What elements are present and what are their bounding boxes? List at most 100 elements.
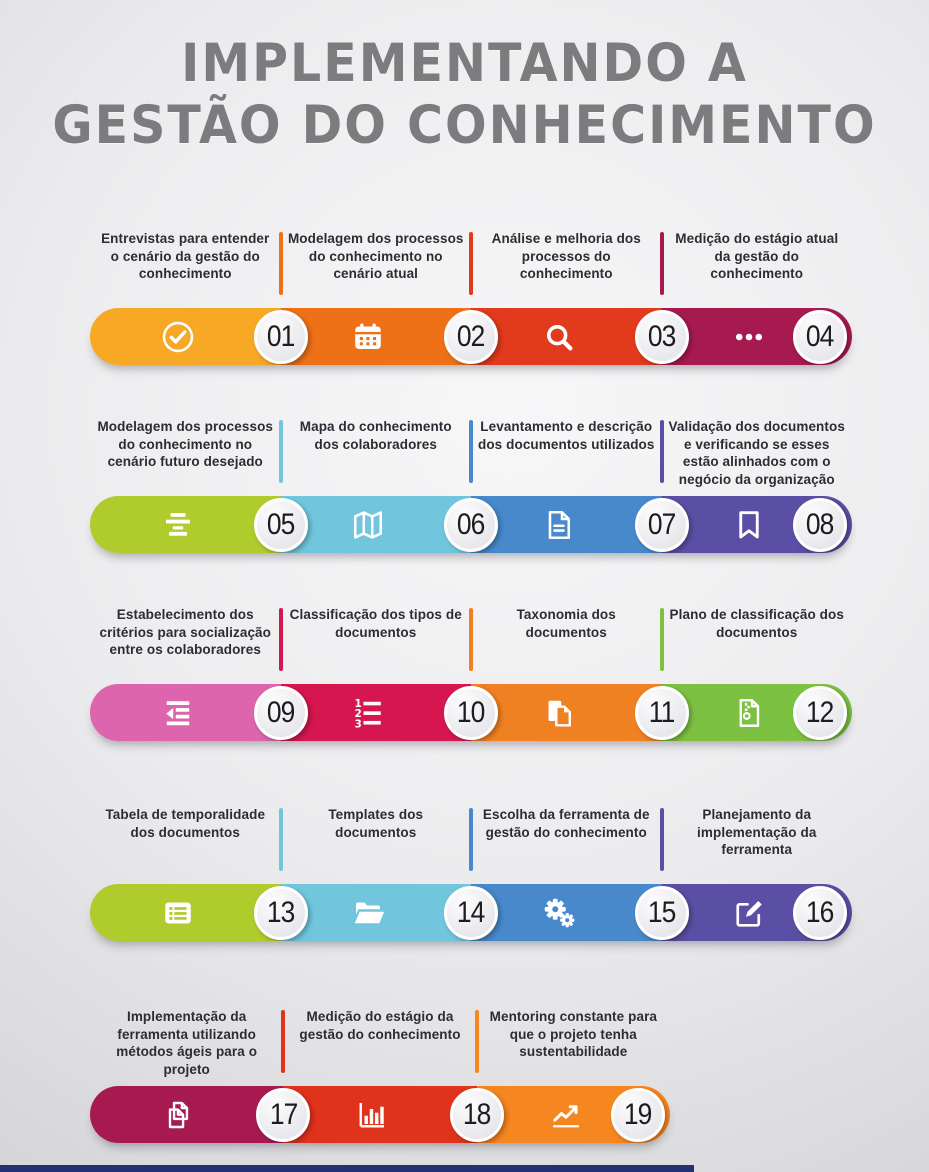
copy-filled-icon [541, 695, 577, 731]
label-divider [278, 608, 283, 671]
step-label-08: Validação dos documentos e verificando s… [668, 419, 845, 487]
line-chart-icon [548, 1097, 584, 1133]
step-label-19: Mentoring constante para que o projeto t… [489, 1009, 658, 1060]
step-number-circle-03: 03 [634, 309, 689, 364]
step-label-15: Escolha da ferramenta de gestão do conhe… [482, 807, 650, 840]
outdent-icon [160, 695, 196, 731]
timeline-bar: 17 18 19 [90, 1086, 670, 1143]
step-label-cell: Entrevistas para entender o cenário da g… [90, 230, 281, 283]
label-divider [469, 420, 473, 483]
step-number-circle-14: 14 [444, 885, 498, 940]
map-icon [350, 507, 386, 543]
step-segment-06: 06 [280, 496, 498, 553]
label-divider [281, 1010, 286, 1073]
file-zip-icon [731, 695, 767, 731]
step-label-cell: Escolha da ferramenta de gestão do conhe… [471, 806, 662, 842]
timeline-bar: 13 14 15 16 [90, 884, 852, 941]
step-number-circle-11: 11 [634, 685, 689, 740]
step-number-14: 14 [457, 895, 486, 929]
label-divider [278, 232, 283, 295]
timeline-bar: 01 02 03 04 [90, 308, 852, 365]
step-label-04: Medição do estágio atual da gestão do co… [675, 231, 839, 282]
bar-chart-icon [354, 1097, 390, 1133]
step-segment-16: 16 [661, 884, 852, 941]
timeline-row-5: Implementação da ferramenta utilizando m… [90, 1008, 670, 1143]
step-label-cell: Validação dos documentos e verificando s… [662, 418, 853, 489]
step-label-cell: Taxonomia dos documentos [471, 606, 662, 642]
step-number-circle-06: 06 [444, 497, 498, 552]
step-number-18: 18 [462, 1097, 492, 1131]
step-label-03: Análise e melhoria dos processos do conh… [491, 231, 641, 282]
row-labels: Entrevistas para entender o cenário da g… [90, 230, 852, 302]
step-label-cell: Medição do estágio da gestão do conhecim… [283, 1008, 476, 1044]
step-number-08: 08 [806, 507, 835, 541]
step-number-16: 16 [806, 895, 835, 929]
step-label-cell: Planejamento da implementação da ferrame… [662, 806, 853, 859]
svg-text:1: 1 [355, 698, 362, 710]
step-number-11: 11 [648, 695, 676, 729]
step-number-13: 13 [266, 895, 296, 929]
label-divider [659, 232, 664, 295]
row-labels: Modelagem dos processos do conhecimento … [90, 418, 852, 490]
step-label-06: Mapa do conhecimento dos colaboradores [299, 419, 452, 452]
step-label-09: Estabelecimento dos critérios para socia… [99, 607, 272, 658]
step-label-14: Templates dos documentos [328, 807, 424, 840]
label-divider [474, 1010, 479, 1073]
step-label-cell: Levantamento e descrição dos documentos … [471, 418, 662, 454]
page-title-line1: IMPLEMENTANDO A [181, 32, 748, 94]
timeline-row-4: Tabela de temporalidade dos documentos Te… [90, 806, 852, 941]
step-number-06: 06 [457, 507, 486, 541]
svg-text:2: 2 [355, 708, 362, 720]
step-label-16: Planejamento da implementação da ferrame… [697, 807, 817, 858]
step-label-11: Taxonomia dos documentos [516, 607, 616, 640]
step-label-07: Levantamento e descrição dos documentos … [477, 419, 655, 452]
step-label-cell: Implementação da ferramenta utilizando m… [90, 1008, 283, 1079]
timeline-bar: 05 06 07 08 [90, 496, 852, 553]
step-segment-12: 12 [661, 684, 852, 741]
step-segment-14: 14 [280, 884, 498, 941]
timeline-row-3: Estabelecimento dos critérios para socia… [90, 606, 852, 741]
step-label-02: Modelagem dos processos do conhecimento … [287, 231, 464, 282]
step-segment-19: 19 [476, 1086, 670, 1143]
step-segment-04: 04 [661, 308, 852, 365]
step-number-circle-18: 18 [449, 1087, 504, 1142]
step-number-19: 19 [624, 1097, 653, 1131]
step-label-cell: Modelagem dos processos do conhecimento … [90, 418, 281, 471]
step-label-cell: Mapa do conhecimento dos colaboradores [281, 418, 472, 454]
step-label-01: Entrevistas para entender o cenário da g… [101, 231, 270, 282]
step-segment-07: 07 [471, 496, 689, 553]
row-labels: Tabela de temporalidade dos documentos Te… [90, 806, 852, 878]
step-number-01: 01 [266, 319, 296, 353]
step-label-10: Classificação dos tipos de documentos [289, 607, 462, 640]
timeline-row-1: Entrevistas para entender o cenário da g… [90, 230, 852, 365]
step-number-04: 04 [806, 319, 835, 353]
label-divider [469, 808, 473, 871]
page-title-line2: GESTÃO DO CONHECIMENTO [52, 94, 877, 156]
step-segment-01: 01 [90, 308, 308, 365]
step-number-circle-02: 02 [444, 309, 498, 364]
step-number-07: 07 [647, 507, 677, 541]
step-number-05: 05 [266, 507, 296, 541]
step-number-circle-08: 08 [793, 497, 847, 552]
row-labels: Estabelecimento dos critérios para socia… [90, 606, 852, 678]
step-label-cell: Estabelecimento dos critérios para socia… [90, 606, 281, 659]
step-number-circle-17: 17 [256, 1087, 311, 1142]
label-divider [659, 608, 664, 671]
copy-outline-icon [161, 1097, 197, 1133]
ellipsis-icon [731, 319, 767, 355]
step-segment-02: 02 [280, 308, 498, 365]
step-label-12: Plano de classificação dos documentos [669, 607, 844, 640]
step-segment-17: 17 [90, 1086, 311, 1143]
label-divider [278, 808, 283, 871]
step-number-circle-19: 19 [610, 1087, 665, 1142]
gears-icon [541, 895, 577, 931]
step-label-cell: Templates dos documentos [281, 806, 472, 842]
step-segment-18: 18 [283, 1086, 504, 1143]
file-lines-icon [541, 507, 577, 543]
step-number-circle-07: 07 [634, 497, 689, 552]
svg-text:3: 3 [355, 718, 362, 730]
timeline-row-2: Modelagem dos processos do conhecimento … [90, 418, 852, 553]
step-segment-15: 15 [471, 884, 689, 941]
